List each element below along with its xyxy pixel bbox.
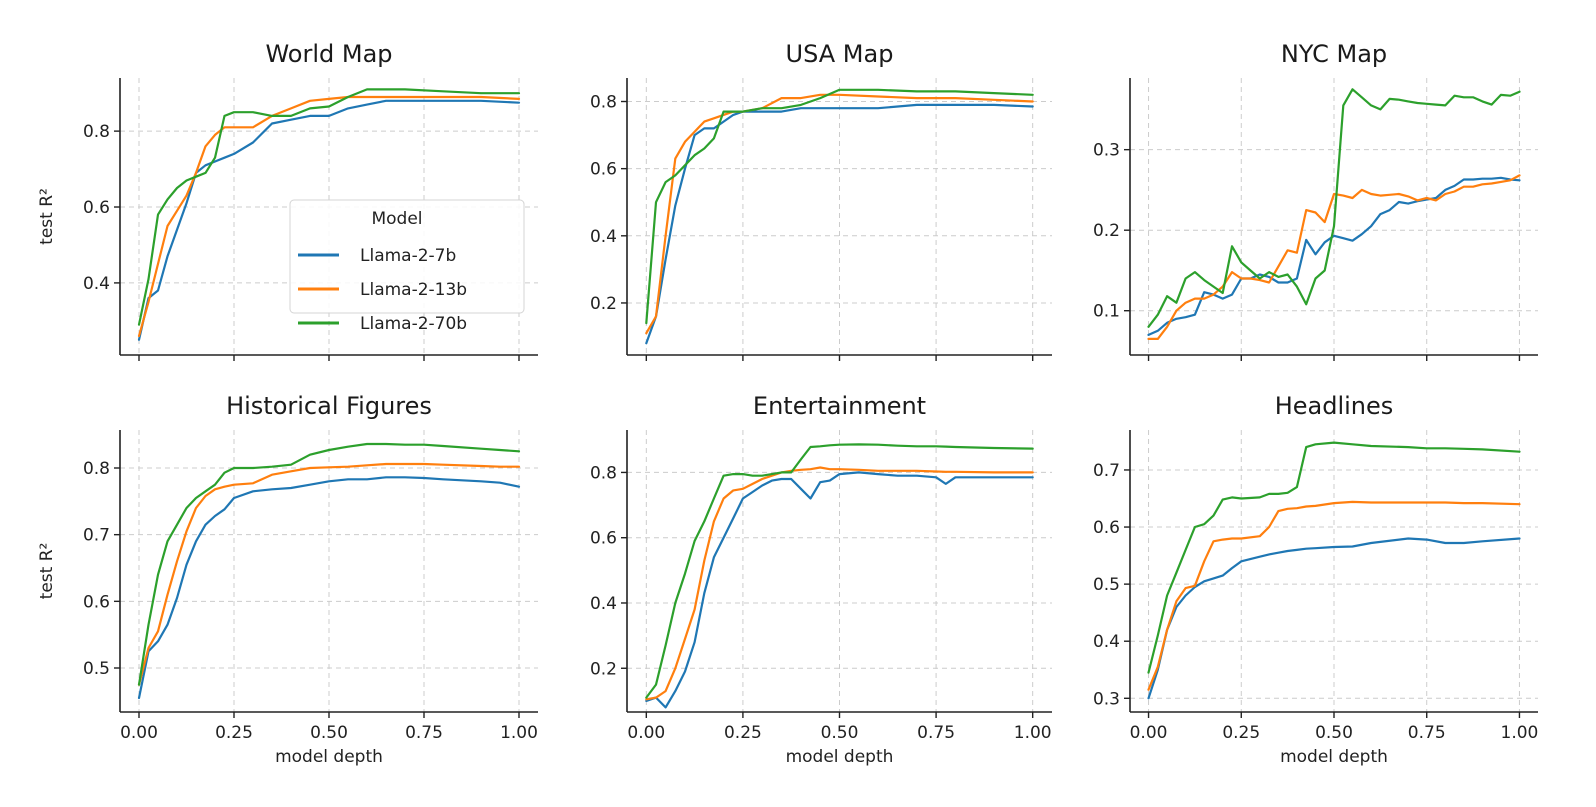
x-tick-label: 1.00: [1501, 723, 1539, 743]
panel-world-map: 0.4 0.6 0.8 World Map test R² Model Llama-2-7b…: [37, 40, 538, 361]
series-line-llama-2-70b: [1147, 441, 1521, 674]
y-tick-label: 0.6: [590, 529, 617, 549]
panel-headlines: 0.00 0.25 0.50 0.75 1.00 0.3 0.4 0.5 0.6 0.7 Headl…: [1093, 392, 1538, 767]
series-line-llama-2-70b: [645, 88, 1034, 325]
x-tick-label: 0.75: [1408, 723, 1446, 743]
x-tick-label: 0.25: [724, 723, 762, 743]
y-tick-label: 0.8: [83, 459, 110, 479]
y-tick-label: 0.8: [590, 463, 617, 483]
series-line-llama-2-70b: [1147, 88, 1521, 328]
panel-title: Historical Figures: [226, 392, 432, 420]
y-tick-label: 0.4: [1093, 632, 1120, 652]
panel-usa-map: 0.2 0.4 0.6 0.8 USA Map: [590, 40, 1052, 361]
x-tick-label: 0.50: [310, 723, 348, 743]
y-tick-label: 0.4: [590, 227, 617, 247]
y-tick-label: 0.5: [83, 659, 110, 679]
y-tick-label: 0.7: [1093, 461, 1120, 481]
panel-title: NYC Map: [1281, 40, 1387, 68]
series-line-llama-2-13b: [137, 462, 521, 686]
panel-nyc-map: 0.1 0.2 0.3 NYC Map: [1093, 40, 1538, 361]
legend-label: Llama-2-13b: [360, 280, 467, 300]
x-tick-label: 0.25: [215, 723, 253, 743]
series-line-llama-2-13b: [1147, 174, 1521, 340]
y-axis-label: test R²: [37, 188, 57, 245]
y-tick-label: 0.6: [83, 198, 110, 218]
x-tick-label: 0.00: [627, 723, 665, 743]
x-tick-label: 0.00: [120, 723, 158, 743]
x-tick-label: 0.75: [917, 723, 955, 743]
panel-title: Entertainment: [753, 392, 926, 420]
panel-historical-figures: 0.00 0.25 0.50 0.75 1.00 0.5 0.6 0.7 0.8 Historic…: [37, 392, 538, 767]
y-tick-label: 0.6: [1093, 518, 1120, 538]
series-line-llama-2-70b: [645, 443, 1034, 699]
y-tick-label: 0.4: [83, 274, 110, 294]
x-tick-label: 0.00: [1130, 723, 1168, 743]
x-tick-label: 0.25: [1222, 723, 1260, 743]
panel-entertainment: 0.00 0.25 0.50 0.75 1.00 0.2 0.4 0.6 0.8 Entertai…: [590, 392, 1052, 767]
x-axis-label: model depth: [786, 747, 894, 767]
x-tick-label: 1.00: [500, 723, 538, 743]
y-tick-label: 0.1: [1093, 302, 1120, 322]
series-line-llama-2-7b: [1147, 537, 1521, 700]
panel-title: World Map: [265, 40, 392, 68]
x-axis-label: model depth: [1280, 747, 1388, 767]
series-line-llama-2-7b: [1147, 176, 1521, 336]
y-tick-label: 0.6: [83, 592, 110, 612]
y-tick-label: 0.2: [590, 294, 617, 314]
series-line-llama-2-7b: [137, 476, 521, 700]
y-tick-label: 0.4: [590, 594, 617, 614]
y-tick-label: 0.3: [1093, 689, 1120, 709]
series-line-llama-2-13b: [137, 95, 521, 338]
series-line-llama-2-70b: [137, 88, 521, 326]
legend-label: Llama-2-7b: [360, 246, 456, 266]
legend-title: Model: [371, 209, 422, 229]
x-tick-label: 0.75: [405, 723, 443, 743]
panel-title: USA Map: [786, 40, 894, 68]
panel-title: Headlines: [1275, 392, 1394, 420]
y-tick-label: 0.3: [1093, 141, 1120, 161]
y-tick-label: 0.2: [1093, 221, 1120, 241]
series-line-llama-2-70b: [137, 442, 521, 686]
x-axis-label: model depth: [275, 747, 383, 767]
y-tick-label: 0.8: [590, 93, 617, 113]
y-tick-label: 0.6: [590, 160, 617, 180]
y-tick-label: 0.8: [83, 122, 110, 142]
x-tick-label: 0.50: [821, 723, 859, 743]
legend: Model Llama-2-7b Llama-2-13b Llama-2-70b: [289, 199, 525, 334]
y-tick-label: 0.2: [590, 659, 617, 679]
y-tick-label: 0.7: [83, 526, 110, 546]
y-tick-label: 0.5: [1093, 575, 1120, 595]
y-axis-label: test R²: [37, 543, 57, 600]
x-tick-label: 0.50: [1315, 723, 1353, 743]
series-line-llama-2-13b: [1147, 500, 1521, 691]
series-line-llama-2-7b: [645, 471, 1034, 709]
x-tick-label: 1.00: [1014, 723, 1052, 743]
legend-box: [289, 199, 525, 314]
series-line-llama-2-7b: [137, 99, 521, 341]
legend-label: Llama-2-70b: [360, 314, 467, 334]
